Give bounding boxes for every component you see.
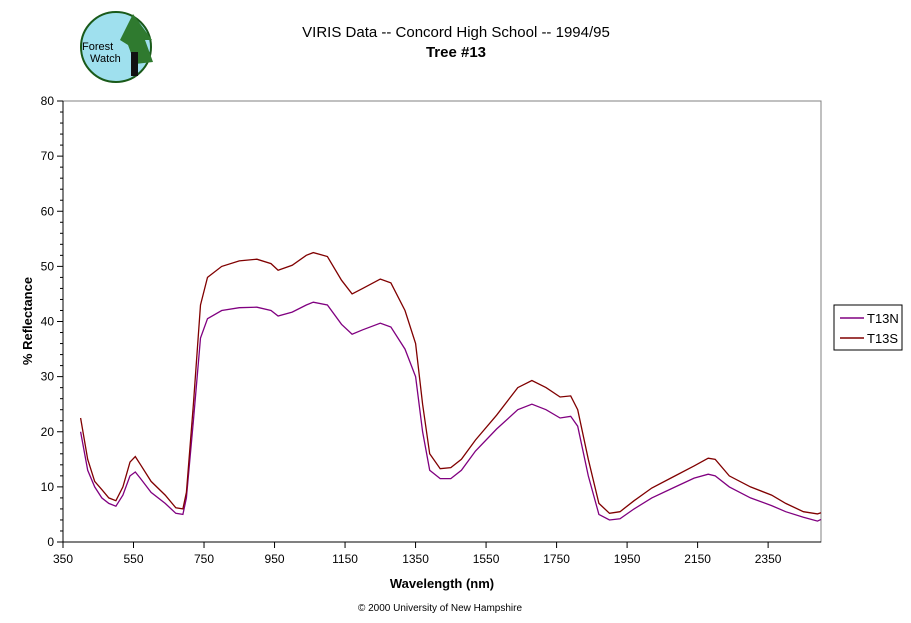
y-tick-label: 40 [41, 315, 55, 329]
chart-subtitle: Tree #13 [426, 44, 486, 61]
x-tick-label: 1950 [614, 552, 641, 566]
x-axis-label: Wavelength (nm) [390, 576, 494, 591]
y-tick-label: 30 [41, 370, 55, 384]
x-tick-label: 1350 [402, 552, 429, 566]
svg-text:Forest: Forest [82, 41, 113, 53]
y-tick-label: 80 [41, 94, 55, 108]
x-tick-label: 2350 [755, 552, 782, 566]
legend-label-t13n: T13N [867, 311, 899, 326]
x-tick-label: 750 [194, 552, 214, 566]
forest-watch-logo: Forest Watch [80, 11, 153, 83]
legend-label-t13s: T13S [867, 331, 898, 346]
svg-text:Watch: Watch [90, 53, 121, 65]
copyright: © 2000 University of New Hampshire [358, 603, 523, 614]
x-tick-label: 350 [53, 552, 73, 566]
y-axis-label: % Reflectance [20, 277, 35, 365]
x-tick-label: 950 [265, 552, 285, 566]
legend: T13N T13S [833, 304, 903, 351]
x-tick-label: 1750 [543, 552, 570, 566]
x-tick-label: 2150 [684, 552, 711, 566]
plot-area [62, 100, 822, 543]
x-tick-label: 1550 [473, 552, 500, 566]
chart-title: VIRIS Data -- Concord High School -- 199… [302, 24, 610, 41]
y-tick-label: 50 [41, 259, 55, 273]
series-line-t13n [79, 301, 822, 522]
y-tick-label: 0 [47, 535, 54, 549]
y-tick-label: 70 [41, 149, 55, 163]
x-tick-label: 1150 [332, 552, 358, 566]
series-line-t13s [79, 251, 822, 515]
y-tick-label: 60 [41, 204, 55, 218]
y-tick-label: 20 [41, 425, 55, 439]
x-tick-label: 550 [123, 552, 143, 566]
y-tick-label: 10 [41, 480, 55, 494]
